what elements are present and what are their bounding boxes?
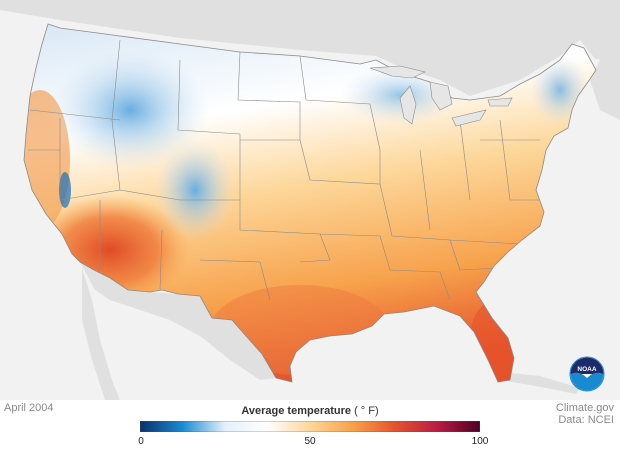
legend-tick-50: 50 <box>304 436 316 447</box>
great-lakes <box>369 65 513 127</box>
legend-title: Average temperature ( ° F) <box>140 405 480 417</box>
period-label: April 2004 <box>4 402 54 414</box>
svg-text:NOAA: NOAA <box>577 366 596 373</box>
credit-data: Data: NCEI <box>558 414 614 426</box>
legend-tick-100: 100 <box>471 436 489 447</box>
credit-source: Climate.gov <box>555 402 614 414</box>
credit-block: Climate.gov Data: NCEI <box>556 402 614 426</box>
surrounding-land <box>0 0 620 400</box>
temperature-map <box>0 0 620 400</box>
legend-tick-0: 0 <box>138 436 144 447</box>
legend-title-text: Average temperature <box>241 405 351 417</box>
state-borders <box>28 39 540 301</box>
noaa-logo: NOAA <box>569 356 605 392</box>
legend-unit: ( ° F) <box>354 405 379 417</box>
legend-colorbar <box>140 421 480 432</box>
